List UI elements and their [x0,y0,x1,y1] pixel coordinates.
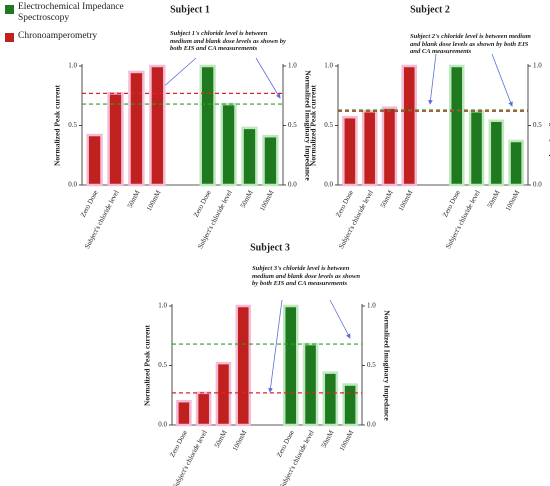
x-tick-label: Zero Dose [79,189,100,219]
y-tick-label: 0.0 [158,421,167,429]
annotation-arrows [159,53,513,393]
bar [107,92,124,187]
y2-axis-label: Normalized Imaginary Impedance [382,310,391,421]
annotation: Subject 2's chloride level is between me… [410,33,531,56]
y2-tick-label: 1.0 [367,302,376,310]
y-tick-label: 1.0 [68,62,77,70]
x-tick-label: 100mM [397,188,415,212]
bar [149,64,166,187]
x-tick-label: 100mM [504,188,522,212]
legend-swatch [5,33,14,42]
y2-tick-label: 0.0 [533,181,542,189]
legend-label: Electrochemical Impedance Spectroscopy [18,2,124,24]
bar [361,109,378,187]
x-tick-label: 100mM [338,428,356,452]
x-tick-label: Zero Dose [275,429,296,459]
y2-tick-label: 0.0 [367,421,376,429]
legend-label: Chronoamperometry [18,31,98,41]
bar [176,399,192,427]
bar [262,134,279,187]
x-tick-label: Zero Dose [441,189,462,219]
bar [128,70,145,187]
x-tick-label: 50mM [239,188,255,209]
x-tick-label: Zero Dose [168,429,189,459]
y2-tick-label: 0.5 [533,121,542,129]
bar [401,64,418,187]
x-tick-label: Zero Dose [334,189,355,219]
bar [215,361,232,427]
y-tick-label: 1.0 [324,62,333,70]
x-tick-label: 100mM [145,188,163,212]
x-tick-label: 50mM [486,188,502,209]
y2-tick-label: 1.0 [533,62,542,70]
bar [448,64,465,187]
bar [381,106,398,187]
annotation: Subject 3's chloride level is between me… [252,265,361,288]
bar [282,304,299,427]
x-tick-label: 50mM [126,188,142,209]
y2-tick-label: 0.0 [288,181,297,189]
x-tick-label: 100mM [258,188,276,212]
y2-axis-label: Normalized Imaginary Impedance [548,70,550,181]
x-tick-label: 100mM [231,428,249,452]
x-tick-label: 50mM [213,428,229,449]
annotation: Subject 1's chloride level is between me… [170,30,286,53]
y2-tick-label: 0.5 [367,361,376,369]
bar [195,391,212,427]
y-tick-label: 0.5 [68,121,77,129]
bar [488,119,505,187]
y-tick-label: 1.0 [158,302,167,310]
bar [220,102,237,187]
bar [86,133,103,187]
bar [342,115,358,187]
y-tick-label: 0.0 [68,181,77,189]
y-axis-label: Normalized Peak current [53,84,62,166]
bar [241,126,258,187]
x-tick-label: 50mM [320,428,336,449]
bar [302,342,319,427]
y-axis-label: Normalized Peak current [309,84,318,166]
bar [235,304,252,427]
bar [199,64,216,187]
bar [342,383,358,427]
x-tick-label: 50mM [379,188,395,209]
y-tick-label: 0.0 [324,181,333,189]
legend-swatch [5,5,14,14]
bar [322,371,339,427]
y2-tick-label: 0.5 [288,121,297,129]
chart-title: Subject 3 [250,242,290,253]
y-tick-label: 0.5 [324,121,333,129]
chart-title: Subject 2 [410,4,450,15]
bar [508,139,524,187]
y2-tick-label: 1.0 [288,62,297,70]
chart-title: Subject 1 [170,4,210,15]
bar [468,109,485,187]
y2-axis-label: Normalized Imaginary Impedance [303,70,312,181]
x-tick-label: Zero Dose [192,189,213,219]
y-axis-label: Normalized Peak current [143,324,152,406]
y-tick-label: 0.5 [158,361,167,369]
